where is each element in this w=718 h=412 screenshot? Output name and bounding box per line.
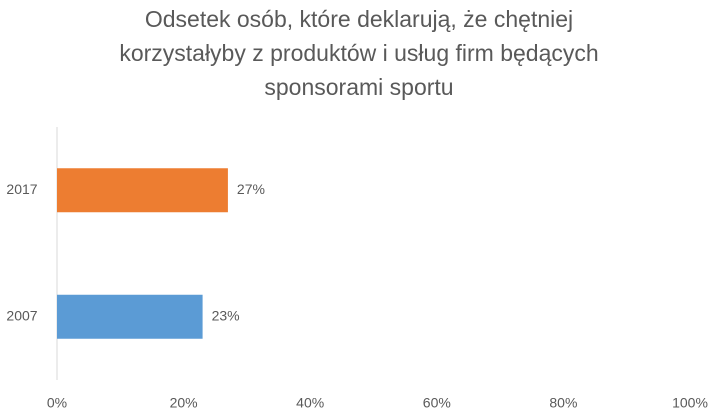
y-tick-label: 2017 <box>6 181 37 197</box>
x-tick-label: 0% <box>47 395 67 411</box>
y-tick-label: 2007 <box>6 307 37 323</box>
x-tick-label: 20% <box>170 395 198 411</box>
bar <box>57 168 228 213</box>
bar <box>57 294 203 339</box>
x-tick-label: 100% <box>672 395 708 411</box>
data-label: 23% <box>212 307 240 323</box>
x-tick-label: 40% <box>296 395 324 411</box>
data-label: 27% <box>237 181 265 197</box>
x-tick-label: 60% <box>423 395 451 411</box>
chart-title: Odsetek osób, które deklarują, że chętni… <box>119 6 599 100</box>
x-tick-label: 80% <box>549 395 577 411</box>
